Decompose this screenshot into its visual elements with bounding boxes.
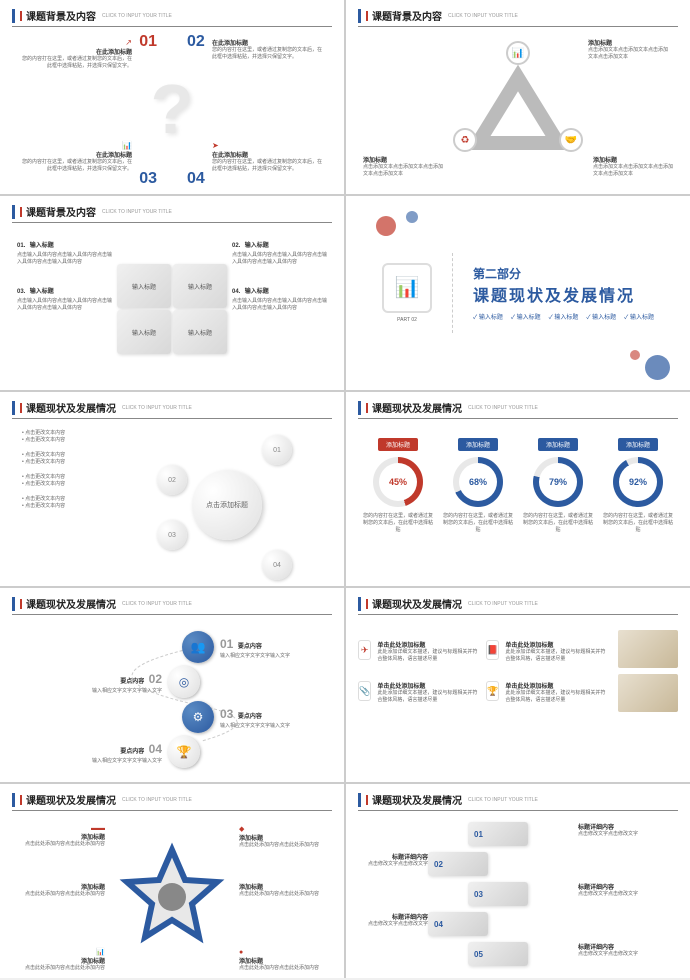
slide-9: 课题现状及发展情况CLICK TO INPUT YOUR TITLE ▬▬添加标… (0, 784, 344, 978)
star-graphic (117, 842, 227, 952)
photo-placeholder (618, 630, 678, 668)
slide-1: 课题背景及内容CLICK TO INPUT YOUR TITLE ? 0102 … (0, 0, 344, 194)
center-bubble: 点击添加标题 (192, 470, 262, 540)
trophy-icon: 🏆 (168, 736, 200, 768)
people-icon: 👥 (182, 631, 214, 663)
slide-3: 课题背景及内容CLICK TO INPUT YOUR TITLE 输入标题输入标… (0, 196, 344, 390)
handshake-icon: 🤝 (559, 128, 583, 152)
slide-5: 课题现状及发展情况CLICK TO INPUT YOUR TITLE 点击添加标… (0, 392, 344, 586)
slide-10: 课题现状及发展情况CLICK TO INPUT YOUR TITLE 01 02… (346, 784, 690, 978)
clip-icon: 📎 (358, 681, 371, 701)
question-mark-graphic: ? (151, 69, 194, 149)
slide-4-section: 📊 PART 02 第二部分 课题现状及发展情况 ✓ 输入标题✓ 输入标题✓ 输… (346, 196, 690, 390)
presentation-icon: 📊 (382, 263, 432, 313)
slide-6: 课题现状及发展情况CLICK TO INPUT YOUR TITLE 添加标题4… (346, 392, 690, 586)
slide-title: 课题背景及内容 (26, 8, 96, 23)
slide-8: 课题现状及发展情况CLICK TO INPUT YOUR TITLE ✈单击此处… (346, 588, 690, 782)
triangle-graphic (458, 63, 578, 163)
target-icon: ◎ (168, 666, 200, 698)
recycle-icon: ♻ (453, 128, 477, 152)
trophy-icon: 🏆 (486, 681, 499, 701)
slide-grid: 课题背景及内容CLICK TO INPUT YOUR TITLE ? 0102 … (0, 0, 690, 978)
gear-icon: ⚙ (182, 701, 214, 733)
photo-placeholder (618, 674, 678, 712)
chart-icon: 📊 (506, 41, 530, 65)
slide-7: 课题现状及发展情况CLICK TO INPUT YOUR TITLE 👥01 要… (0, 588, 344, 782)
slide-2: 课题背景及内容CLICK TO INPUT YOUR TITLE 📊 ♻ 🤝 添… (346, 0, 690, 194)
puzzle-graphic: 输入标题输入标题输入标题输入标题 (117, 264, 227, 354)
book-icon: 📕 (486, 640, 499, 660)
plane-icon: ✈ (358, 640, 371, 660)
